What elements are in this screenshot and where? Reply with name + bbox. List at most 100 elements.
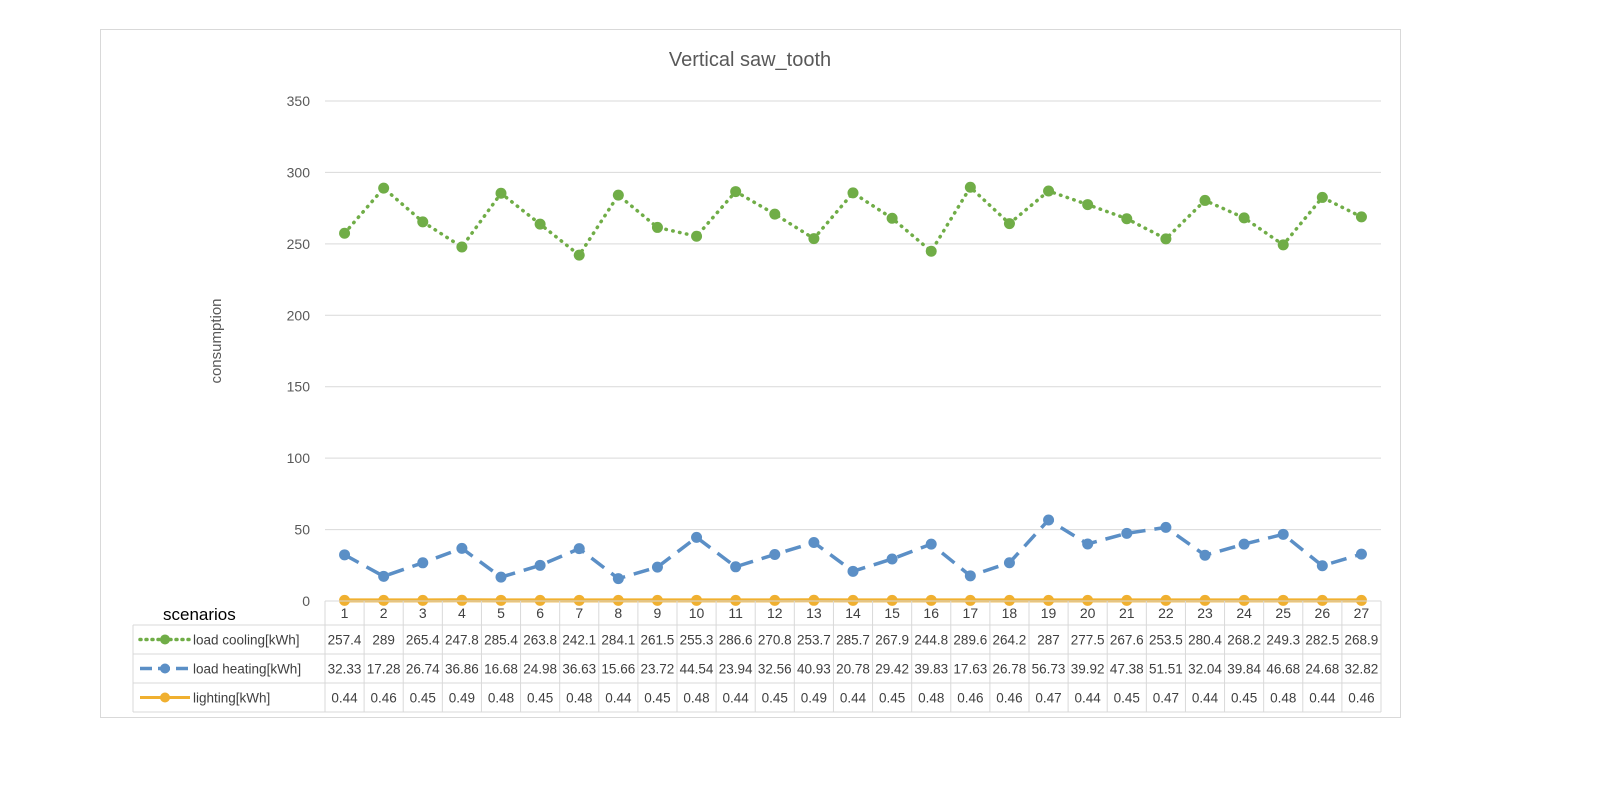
data-table-cell: 0.44	[1075, 691, 1102, 706]
data-table-cell: 0.49	[801, 691, 827, 706]
x-tick-label: 23	[1197, 605, 1213, 621]
data-point	[1003, 557, 1015, 569]
data-point	[651, 594, 663, 606]
data-point	[1316, 191, 1328, 203]
data-table-cell: 255.3	[680, 633, 714, 648]
x-tick-label: 13	[806, 605, 822, 621]
data-table-cell: 23.94	[719, 662, 753, 677]
x-tick-label: 21	[1119, 605, 1135, 621]
data-table-cell: 47.38	[1110, 662, 1144, 677]
data-point	[1238, 212, 1250, 224]
data-table-cell: 56.73	[1032, 662, 1066, 677]
data-point	[769, 548, 781, 560]
data-table-cell: 249.3	[1266, 633, 1300, 648]
data-point	[495, 594, 507, 606]
legend-entry: lighting[kWh]	[193, 691, 270, 706]
data-point	[886, 212, 898, 224]
data-table-cell: 23.72	[641, 662, 675, 677]
data-point	[1160, 594, 1172, 606]
data-table-cell: 0.46	[1348, 691, 1374, 706]
data-table-cell: 268.2	[1227, 633, 1261, 648]
data-point	[1277, 528, 1289, 540]
data-table-cell: 287	[1037, 633, 1060, 648]
data-table-cell: 264.2	[993, 633, 1027, 648]
data-point	[339, 549, 351, 561]
data-point	[1003, 218, 1015, 230]
data-table-cell: 285.7	[836, 633, 870, 648]
data-table-cell: 0.46	[371, 691, 397, 706]
data-point	[573, 594, 585, 606]
data-point	[808, 537, 820, 549]
data-table-cell: 0.44	[840, 691, 867, 706]
series-layer	[339, 181, 1367, 606]
legend-key-marker	[160, 692, 170, 703]
data-table-cell: 242.1	[562, 633, 596, 648]
legend-key-marker	[160, 663, 170, 674]
data-table-cell: 36.63	[562, 662, 596, 677]
data-point	[1355, 211, 1367, 223]
data-table-cell: 26.78	[993, 662, 1027, 677]
data-table-cell: 263.8	[523, 633, 557, 648]
data-point	[612, 189, 624, 201]
table-label: scenarios	[163, 605, 236, 624]
x-tick-label: 6	[536, 605, 544, 621]
data-table-cell: 289	[372, 633, 395, 648]
data-point	[730, 594, 742, 606]
data-point	[1316, 594, 1328, 606]
y-tick-label: 50	[294, 522, 310, 538]
x-tick-label: 11	[728, 605, 743, 621]
data-point	[378, 594, 390, 606]
chart-frame	[100, 29, 1401, 718]
y-tick-label: 100	[287, 450, 311, 466]
data-point	[808, 594, 820, 606]
legend-key-marker	[160, 634, 170, 645]
data-point	[1082, 594, 1094, 606]
data-table-cell: 265.4	[406, 633, 440, 648]
x-tick-label: 15	[884, 605, 900, 621]
data-point	[417, 557, 429, 569]
data-table-cell: 16.68	[484, 662, 518, 677]
data-table-cell: 280.4	[1188, 633, 1222, 648]
data-table-cell: 267.6	[1110, 633, 1144, 648]
x-tick-label: 2	[380, 605, 388, 621]
x-tick-label: 14	[845, 605, 861, 621]
x-tick-label: 7	[575, 605, 583, 621]
data-point	[1160, 521, 1172, 533]
data-table-cell: 32.04	[1188, 662, 1222, 677]
data-point	[1043, 185, 1055, 197]
y-tick-label: 150	[287, 379, 311, 395]
data-point	[1082, 199, 1094, 211]
y-axis-label: consumption	[208, 298, 225, 383]
data-point	[808, 233, 820, 245]
x-tick-label: 27	[1354, 605, 1370, 621]
x-tick-label: 26	[1315, 605, 1331, 621]
x-tick-label: 8	[614, 605, 622, 621]
data-table-cell: 15.66	[601, 662, 635, 677]
data-point	[456, 241, 468, 253]
data-table-cell: 282.5	[1305, 633, 1339, 648]
gridlines	[325, 100, 1381, 531]
data-table-cell: 0.44	[1309, 691, 1336, 706]
data-point	[1121, 594, 1133, 606]
data-table-cell: 32.56	[758, 662, 792, 677]
data-point	[378, 182, 390, 194]
data-table-cell: 270.8	[758, 633, 792, 648]
data-point	[691, 594, 703, 606]
data-table-cell: 0.46	[996, 691, 1022, 706]
data-table-cell: 26.74	[406, 662, 440, 677]
data-point	[925, 245, 937, 257]
data-table-cell: 51.51	[1149, 662, 1183, 677]
x-tick-label: 25	[1275, 605, 1291, 621]
data-point	[847, 594, 859, 606]
data-point	[417, 216, 429, 228]
data-point	[612, 573, 624, 585]
data-table-cell: 46.68	[1266, 662, 1300, 677]
data-point	[378, 570, 390, 582]
data-point	[1238, 594, 1250, 606]
data-point	[417, 594, 429, 606]
data-point	[1082, 538, 1094, 550]
data-point	[1316, 560, 1328, 572]
data-table-cell: 0.48	[566, 691, 592, 706]
data-table-cell: 284.1	[601, 633, 635, 648]
data-point	[534, 594, 546, 606]
